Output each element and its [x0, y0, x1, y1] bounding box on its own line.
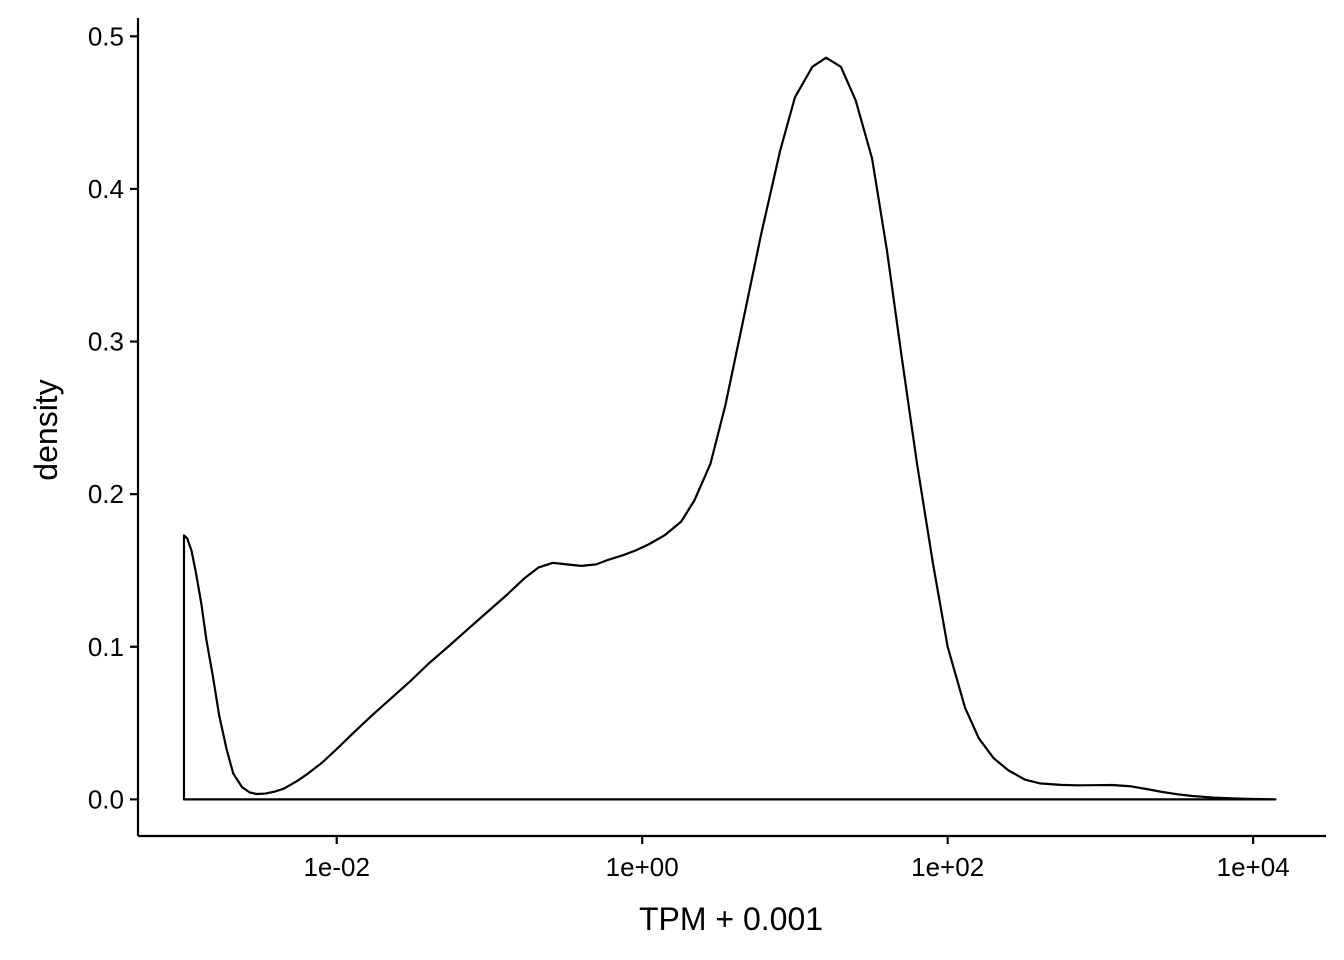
y-tick-label: 0.4: [88, 174, 124, 204]
y-tick-label: 0.2: [88, 479, 124, 509]
x-axis-title: TPM + 0.001: [639, 901, 823, 937]
y-tick-label: 0.1: [88, 632, 124, 662]
y-axis-ticks: 0.0 0.1 0.2 0.3 0.4 0.5: [88, 21, 138, 814]
y-tick-label: 0.3: [88, 327, 124, 357]
x-tick-label: 1e+02: [911, 852, 984, 882]
y-tick-label: 0.0: [88, 784, 124, 814]
x-tick-label: 1e-02: [303, 852, 370, 882]
x-tick-label: 1e+04: [1217, 852, 1290, 882]
x-axis-ticks: 1e-02 1e+00 1e+02 1e+04: [303, 836, 1290, 882]
plot-area: [182, 56, 1277, 801]
x-tick-label: 1e+00: [606, 852, 679, 882]
y-axis-title: density: [28, 379, 64, 480]
y-tick-label: 0.5: [88, 21, 124, 51]
density-curve: [182, 56, 1277, 801]
